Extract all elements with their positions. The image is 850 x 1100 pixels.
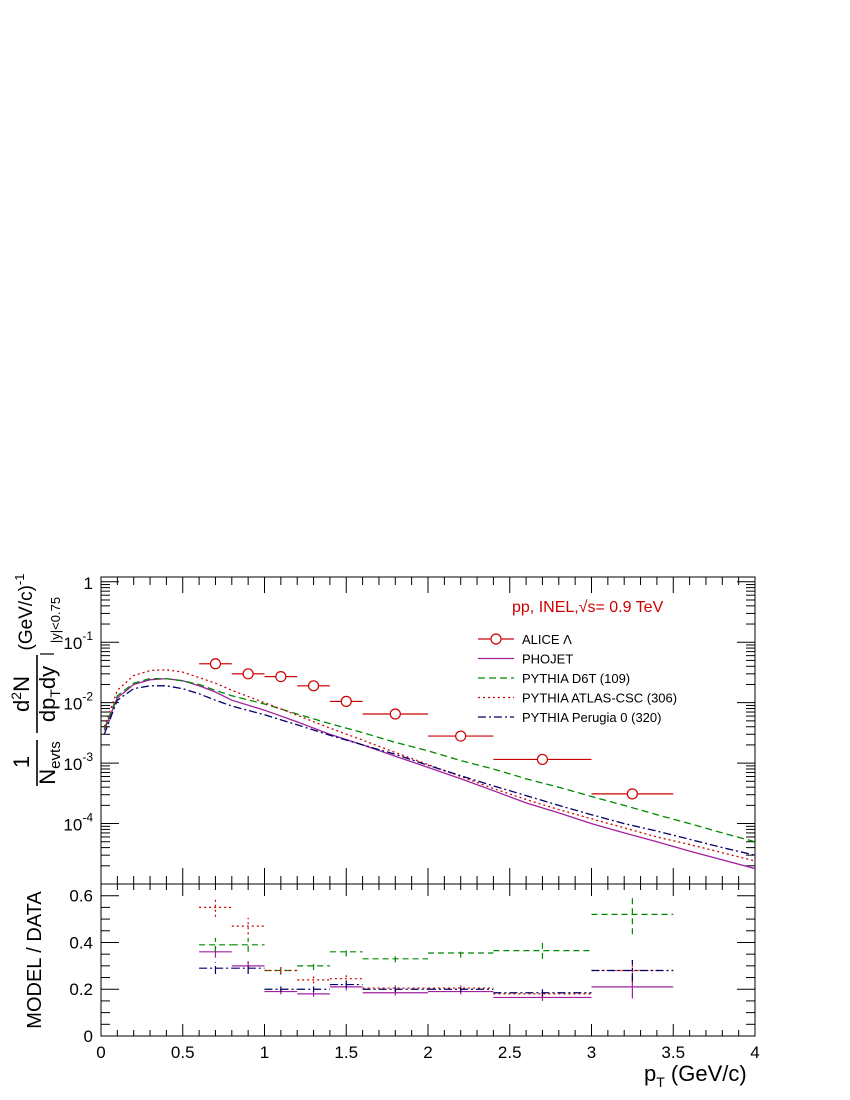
alice-point-marker bbox=[307, 680, 320, 692]
legend-label: PYTHIA Perugia 0 (320) bbox=[522, 710, 661, 725]
ratio-series-phojet bbox=[199, 945, 674, 1001]
ratio-y-tick-label: 0.4 bbox=[69, 933, 93, 952]
curve-pythia-perugia-0-320- bbox=[103, 685, 755, 856]
legend-entry: PYTHIA ATLAS-CSC (306) bbox=[478, 691, 677, 706]
ratio-y-axis-title: MODEL / DATA bbox=[24, 891, 46, 1029]
x-tick-label: 1.5 bbox=[334, 1043, 358, 1062]
spectrum-x-ticks bbox=[100, 577, 756, 884]
x-tick-label: 1 bbox=[260, 1043, 269, 1062]
x-tick-label: 2.5 bbox=[498, 1043, 522, 1062]
ratio-y-tick-label: 0 bbox=[84, 1027, 93, 1046]
ratio-y-ticks bbox=[101, 883, 755, 1037]
alice-point-marker bbox=[275, 670, 287, 683]
spectrum-frame bbox=[100, 576, 756, 885]
x-tick-label: 0.5 bbox=[171, 1043, 195, 1062]
ratio-series-pythia-atlas-csc-306- bbox=[199, 898, 674, 998]
legend-label: PYTHIA D6T (109) bbox=[522, 671, 630, 686]
x-tick-label: 4 bbox=[750, 1043, 759, 1062]
alice-point-marker bbox=[340, 695, 352, 707]
alice-point-marker bbox=[455, 730, 467, 742]
legend-swatch-marker bbox=[490, 633, 502, 645]
legend-entry: PYTHIA D6T (109) bbox=[478, 671, 630, 686]
ratio-panel: 0 0.2 0.4 0.6 0 0.5 1 1.5 2 2.5 3 3.5 4 bbox=[69, 883, 760, 1062]
legend: ALICE Λ PHOJET PYTHIA D6T (109) PYTHIA ATLA… bbox=[478, 632, 677, 725]
alice-lambda-points bbox=[199, 658, 674, 800]
alice-point-marker bbox=[626, 788, 638, 800]
legend-label: PHOJET bbox=[522, 652, 573, 667]
x-tick-label: 2 bbox=[423, 1043, 432, 1062]
ratio-points bbox=[199, 894, 674, 1001]
alice-point-marker bbox=[536, 753, 549, 766]
ytitle-nevts: Nevts bbox=[35, 741, 64, 784]
spectrum-y-tick-labels: 10-4 10-3 10-2 10-1 1 bbox=[63, 574, 93, 835]
x-tick-label: 3.5 bbox=[661, 1043, 685, 1062]
spectrum-y-tick-label: 10-4 bbox=[63, 811, 93, 835]
legend-label: PYTHIA ATLAS-CSC (306) bbox=[522, 691, 677, 706]
ratio-y-tick-labels: 0 0.2 0.4 0.6 bbox=[69, 887, 93, 1046]
model-curves bbox=[103, 669, 755, 870]
ratio-series-pythia-perugia-0-320- bbox=[199, 960, 674, 997]
ytitle-numerator: d2N bbox=[8, 676, 34, 712]
ratio-x-ticks bbox=[100, 884, 756, 1036]
legend-label: ALICE Λ bbox=[522, 632, 572, 647]
x-tick-labels: 0 0.5 1 1.5 2 2.5 3 3.5 4 bbox=[96, 1043, 759, 1062]
spectrum-y-tick-label: 10-2 bbox=[63, 690, 93, 714]
legend-entry: ALICE Λ bbox=[478, 632, 572, 647]
ratio-y-tick-label: 0.6 bbox=[69, 887, 93, 906]
ytitle-unit: (GeV/c)-1 bbox=[12, 573, 37, 650]
ratio-y-tick-label: 0.2 bbox=[69, 980, 93, 999]
spectrum-y-tick-label: 10-3 bbox=[63, 750, 93, 774]
x-tick-label: 0 bbox=[96, 1043, 105, 1062]
legend-entry: PYTHIA Perugia 0 (320) bbox=[478, 710, 661, 725]
spectrum-y-tick-label: 10-1 bbox=[63, 629, 93, 653]
alice-point-marker bbox=[209, 658, 222, 670]
energy-annotation: pp, INEL,√s= 0.9 TeV bbox=[512, 599, 664, 616]
spectrum-y-axis-title: 1 Nevts d2N dpTdy |y|<0.75 (GeV/c)-1 bbox=[8, 573, 64, 786]
ratio-series-pythia-d6t-109- bbox=[199, 894, 674, 975]
alice-point-marker bbox=[389, 708, 401, 720]
ytitle-denominator: dpTdy bbox=[35, 666, 63, 722]
spectrum-y-tick-label: 1 bbox=[84, 574, 93, 593]
curve-phojet bbox=[103, 677, 755, 870]
x-tick-label: 3 bbox=[587, 1043, 596, 1062]
legend-entry: PHOJET bbox=[478, 652, 573, 667]
alice-point-marker bbox=[242, 668, 254, 680]
x-axis-title: pT (GeV/c) bbox=[644, 1061, 747, 1090]
ytitle-range: |y|<0.75 bbox=[48, 597, 63, 643]
spectrum-y-ticks bbox=[101, 581, 755, 885]
curve-pythia-d6t-109- bbox=[103, 677, 755, 843]
ytitle-one: 1 bbox=[9, 756, 34, 768]
spectrum-panel: 10-4 10-3 10-2 10-1 1 pp, INEL,√s= 0.9 TeV A… bbox=[63, 574, 756, 885]
